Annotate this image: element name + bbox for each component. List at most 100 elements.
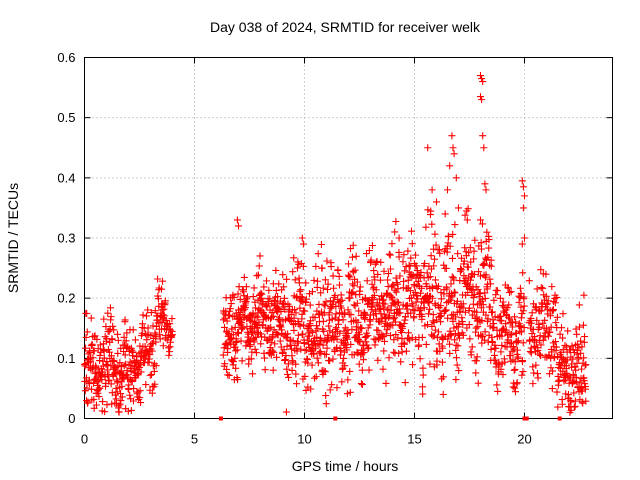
- data-point: [282, 408, 290, 416]
- data-point: [343, 390, 351, 398]
- data-point: [292, 360, 300, 368]
- data-point: [466, 285, 474, 293]
- data-point: [328, 381, 336, 389]
- data-point: [338, 378, 346, 386]
- data-point: [230, 293, 238, 301]
- data-point: [226, 305, 234, 313]
- data-point: [529, 380, 537, 388]
- data-point: [345, 260, 353, 268]
- data-point: [488, 308, 496, 316]
- data-point: [405, 335, 413, 343]
- data-point: [238, 325, 246, 333]
- data-point: [87, 314, 95, 322]
- x-axis-label: GPS time / hours: [292, 458, 399, 474]
- data-point: [393, 298, 401, 306]
- data-point: [549, 367, 557, 375]
- data-point: [296, 304, 304, 312]
- data-point: [490, 296, 498, 304]
- data-point: [482, 311, 490, 319]
- data-point: [448, 132, 456, 140]
- data-point: [267, 338, 275, 346]
- data-point: [494, 387, 502, 395]
- data-point: [251, 345, 259, 353]
- data-point: [107, 352, 115, 360]
- data-point: [268, 309, 276, 317]
- data-point: [229, 331, 237, 339]
- data-point: [532, 361, 540, 369]
- data-point: [354, 318, 362, 326]
- data-point: [438, 358, 446, 366]
- data-point: [407, 254, 415, 262]
- data-point: [84, 398, 92, 406]
- data-point: [414, 277, 422, 285]
- data-point: [82, 333, 90, 341]
- data-point: [382, 379, 390, 387]
- data-point: [343, 335, 351, 343]
- data-point: [355, 331, 363, 339]
- data-point: [548, 385, 556, 393]
- data-point: [554, 381, 562, 389]
- data-point: [269, 366, 277, 374]
- data-point: [424, 321, 432, 329]
- data-point: [578, 343, 586, 351]
- data-point: [431, 230, 439, 238]
- data-point: [149, 340, 157, 348]
- data-point: [514, 337, 522, 345]
- data-point: [517, 314, 525, 322]
- data-point: [285, 373, 293, 381]
- data-point: [454, 250, 462, 258]
- data-point: [238, 357, 246, 365]
- data-point: [310, 276, 318, 284]
- data-point: [560, 377, 568, 385]
- data-point: [427, 207, 435, 215]
- data-point: [531, 303, 539, 311]
- gap-marker: [218, 416, 223, 421]
- data-point: [443, 248, 451, 256]
- data-point: [426, 273, 434, 281]
- data-point: [520, 324, 528, 332]
- data-point: [380, 347, 388, 355]
- data-point: [569, 355, 577, 363]
- data-point: [464, 205, 472, 213]
- data-point: [110, 326, 118, 334]
- data-point: [224, 371, 232, 379]
- data-point: [308, 361, 316, 369]
- data-point: [568, 342, 576, 350]
- data-point: [406, 287, 414, 295]
- data-point: [418, 284, 426, 292]
- data-point: [576, 379, 584, 387]
- data-point: [519, 204, 527, 212]
- data-point: [477, 72, 484, 80]
- data-point: [274, 331, 282, 339]
- data-point: [355, 338, 363, 346]
- data-point: [473, 353, 481, 361]
- data-point: [254, 271, 262, 279]
- data-point: [220, 344, 228, 352]
- data-point: [121, 316, 129, 324]
- data-point: [456, 334, 464, 342]
- data-point: [404, 276, 412, 284]
- data-point: [96, 384, 104, 392]
- data-point: [296, 322, 304, 330]
- data-point: [395, 349, 403, 357]
- data-point: [329, 298, 337, 306]
- data-point: [358, 381, 366, 389]
- data-point: [305, 332, 313, 340]
- data-point: [168, 332, 176, 340]
- data-point: [272, 266, 280, 274]
- data-point: [511, 384, 519, 392]
- data-point: [439, 390, 447, 398]
- data-point: [580, 377, 588, 385]
- data-point: [449, 230, 457, 238]
- data-point: [288, 345, 296, 353]
- data-point: [408, 240, 416, 248]
- data-point: [485, 236, 493, 244]
- data-point: [467, 276, 475, 284]
- data-point: [255, 262, 263, 270]
- data-point: [497, 348, 505, 356]
- data-point: [444, 186, 451, 194]
- data-point: [475, 268, 483, 276]
- data-point: [419, 364, 427, 372]
- data-point: [257, 340, 265, 348]
- data-point: [477, 239, 485, 247]
